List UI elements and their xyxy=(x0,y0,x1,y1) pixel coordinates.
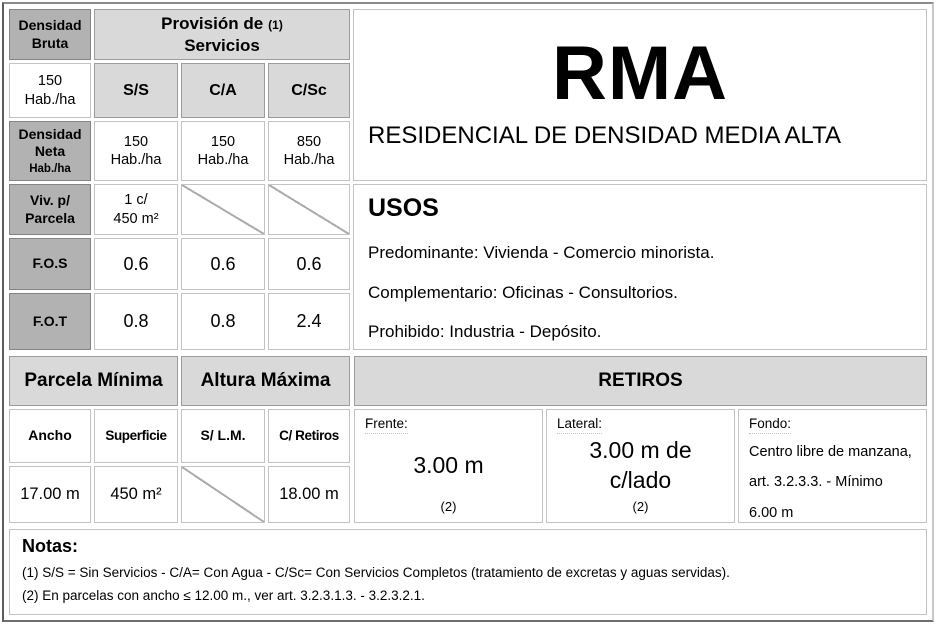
cell-viv-parcela-header: Viv. p/ Parcela xyxy=(9,184,91,235)
parcela-altura-grid: Parcela Mínima Altura Máxima Ancho Super… xyxy=(9,356,350,523)
retiro-lateral-value: 3.00 m de c/lado xyxy=(589,436,692,493)
cell-densidad-neta-ss: 150 Hab./ha xyxy=(94,121,178,181)
cell-densidad-neta-ca: 150 Hab./ha xyxy=(181,121,265,181)
cell-fos-header: F.O.S xyxy=(9,238,91,290)
retiro-fondo-cell: Fondo: Centro libre de manzana, art. 3.2… xyxy=(738,409,927,523)
cell-superficie-value: 450 m² xyxy=(94,466,178,523)
cell-viv-parcela-ss: 1 c/ 450 m² xyxy=(94,184,178,235)
cell-service-col-csc: C/Sc xyxy=(268,63,350,118)
cell-ancho-value: 17.00 m xyxy=(9,466,91,523)
retiro-lateral-label: Lateral: xyxy=(557,416,603,434)
cell-provision-servicios-header: Provisión de (1) Servicios xyxy=(94,9,350,60)
provision-line1: Provisión de (1) xyxy=(161,13,283,33)
cell-fos-csc: 0.6 xyxy=(268,238,350,290)
parcela-minima-header: Parcela Mínima xyxy=(9,356,178,406)
retiro-frente-label: Frente: xyxy=(365,416,408,434)
note-ref-1: (1) xyxy=(268,17,283,32)
cell-densidad-bruta-value: 150 Hab./ha xyxy=(9,63,91,118)
zone-code: RMA xyxy=(551,30,729,116)
provision-line2: Servicios xyxy=(184,35,260,55)
retiro-frente-value: 3.00 m xyxy=(413,451,484,478)
col-header-superficie: Superficie xyxy=(94,409,178,463)
cell-viv-parcela-ca-na xyxy=(181,184,265,235)
cell-fot-ca: 0.8 xyxy=(181,293,265,350)
retiros-header: RETIROS xyxy=(354,356,927,406)
cell-viv-parcela-csc-na xyxy=(268,184,350,235)
retiro-frente-note-ref: (2) xyxy=(440,498,457,514)
cell-slm-na xyxy=(181,466,265,523)
retiro-lateral-cell: Lateral: 3.00 m de c/lado (2) xyxy=(546,409,735,523)
cell-service-col-ss: S/S xyxy=(94,63,178,118)
retiro-fondo-label: Fondo: xyxy=(749,416,792,434)
cell-fot-header: F.O.T xyxy=(9,293,91,350)
cell-service-col-ca: C/A xyxy=(181,63,265,118)
cell-densidad-bruta-header: Densidad Bruta xyxy=(9,9,91,60)
cell-fot-ss: 0.8 xyxy=(94,293,178,350)
retiro-frente-cell: Frente: 3.00 m (2) xyxy=(354,409,543,523)
zone-name: RESIDENCIAL DE DENSIDAD MEDIA ALTA xyxy=(368,121,842,149)
uso-complementario: Complementario: Oficinas - Consultorios. xyxy=(368,282,678,302)
parcela-altura-retiros-section: Parcela Mínima Altura Máxima Ancho Super… xyxy=(9,356,927,523)
density-section: Densidad Bruta Provisión de (1) Servicios… xyxy=(9,9,927,350)
col-header-slm: S/ L.M. xyxy=(181,409,265,463)
retiro-fondo-text: Centro libre de manzana, art. 3.2.3.3. -… xyxy=(749,443,912,521)
cell-c-retiros-value: 18.00 m xyxy=(268,466,350,523)
cell-fot-csc: 2.4 xyxy=(268,293,350,350)
cell-fos-ss: 0.6 xyxy=(94,238,178,290)
notes-title: Notas: xyxy=(22,536,79,556)
zone-code-panel: RMA RESIDENCIAL DE DENSIDAD MEDIA ALTA xyxy=(353,9,927,181)
note-1: (1) S/S = Sin Servicios - C/A= Con Agua … xyxy=(22,564,730,580)
note-2: (2) En parcelas con ancho ≤ 12.00 m., ve… xyxy=(22,588,425,604)
usos-panel: USOS Predominante: Vivienda - Comercio m… xyxy=(353,184,927,350)
uso-prohibido: Prohibido: Industria - Depósito. xyxy=(368,321,602,341)
cell-fos-ca: 0.6 xyxy=(181,238,265,290)
cell-densidad-neta-header: Densidad Neta Hab./ha xyxy=(9,121,91,181)
notes-panel: Notas: (1) S/S = Sin Servicios - C/A= Co… xyxy=(9,529,927,615)
uso-predominante: Predominante: Vivienda - Comercio minori… xyxy=(368,243,715,263)
retiros-grid: RETIROS Frente: 3.00 m (2) Lateral: 3.00… xyxy=(354,356,927,523)
col-header-ancho: Ancho xyxy=(9,409,91,463)
col-header-c-retiros: C/ Retiros xyxy=(268,409,350,463)
usos-title: USOS xyxy=(368,194,439,222)
cell-densidad-neta-csc: 850 Hab./ha xyxy=(268,121,350,181)
retiro-lateral-note-ref: (2) xyxy=(632,498,649,514)
altura-maxima-header: Altura Máxima xyxy=(181,356,350,406)
densidad-neta-unit: Hab./ha xyxy=(29,162,71,175)
